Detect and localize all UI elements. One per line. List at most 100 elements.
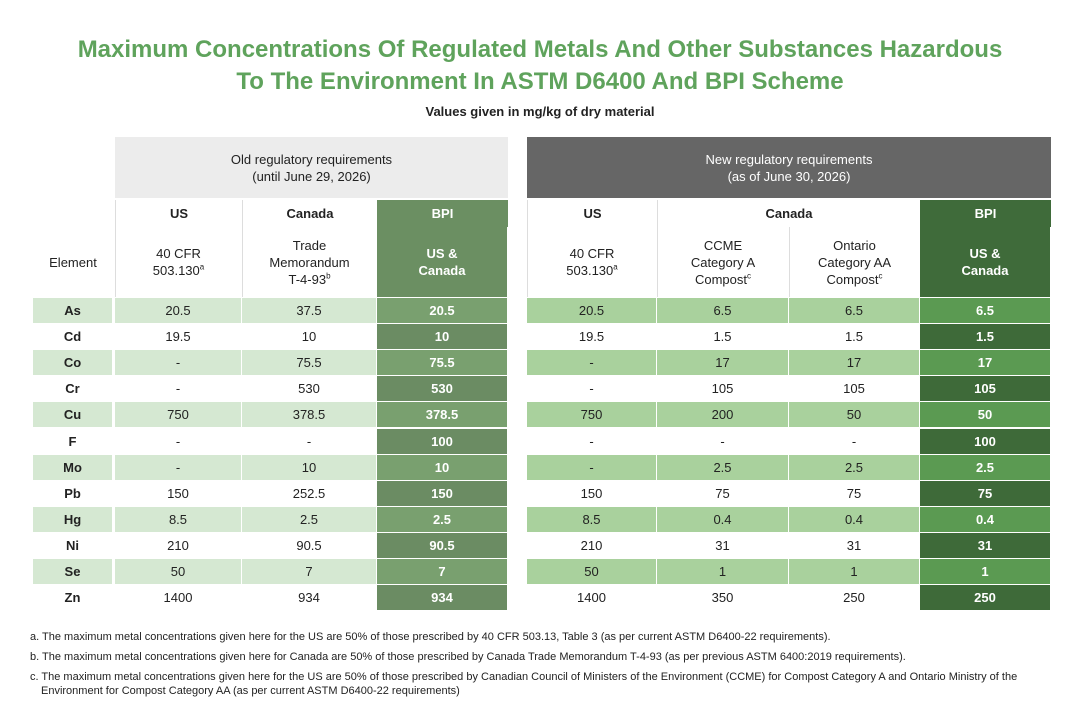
value-cell: 0.4: [789, 506, 919, 532]
value-cell: 2.5: [920, 454, 1050, 480]
value-cell: 31: [657, 532, 788, 558]
value-cell: 150: [115, 480, 241, 506]
value-cell: -: [527, 350, 656, 376]
column-label-line: Trade: [292, 237, 327, 253]
subheader: Canada: [657, 200, 920, 227]
column-label-line: T-4-93b: [288, 271, 331, 287]
value-cell: 378.5: [242, 402, 376, 428]
value-cell: 105: [920, 376, 1050, 402]
element-name: Hg: [33, 506, 112, 532]
value-cell: 90.5: [377, 532, 507, 558]
subheader: BPI: [377, 200, 508, 227]
footnote-ref: a: [199, 262, 205, 272]
value-cell: 6.5: [789, 298, 919, 323]
group-header-line: New regulatory requirements: [705, 151, 873, 167]
value-cell: 19.5: [115, 324, 241, 350]
footnote-marker: c.: [30, 671, 39, 683]
value-cell: 210: [115, 532, 241, 558]
value-cell: 530: [377, 376, 507, 402]
subheader: US: [527, 200, 657, 227]
value-cell: 1: [657, 559, 788, 584]
value-cell: 105: [789, 376, 919, 402]
value-cell: -: [115, 454, 241, 480]
group-header-line: Old regulatory requirements: [230, 151, 393, 167]
value-cell: 1.5: [789, 324, 919, 350]
value-cell: 75: [789, 480, 919, 506]
value-cell: 350: [657, 585, 788, 611]
value-cell: 17: [657, 350, 788, 376]
value-cell: 10: [377, 324, 507, 350]
value-cell: 1: [789, 559, 919, 584]
column-label-line: Category A: [690, 254, 756, 270]
value-cell: 37.5: [242, 298, 376, 323]
column-label-line: Ontario: [833, 237, 876, 253]
value-cell: -: [527, 376, 656, 402]
value-cell: 200: [657, 402, 788, 428]
column-label-line: US &: [426, 246, 458, 261]
element-name: Co: [33, 350, 112, 376]
value-cell: 750: [115, 402, 241, 428]
value-cell: 75.5: [242, 350, 376, 376]
element-name: Cr: [33, 376, 112, 402]
group-header: Old regulatory requirements (until June 2…: [115, 137, 508, 198]
footnote-ref: c: [878, 271, 883, 281]
column-label-line: Compostc: [826, 271, 883, 287]
value-cell: 150: [527, 480, 656, 506]
column-label-line: Canada: [418, 263, 466, 278]
element-name: Mo: [33, 454, 112, 480]
value-cell: 250: [789, 585, 919, 611]
value-cell: 0.4: [920, 506, 1050, 532]
value-cell: 0.4: [657, 506, 788, 532]
footnote-ref: c: [747, 271, 752, 281]
value-cell: 934: [377, 585, 507, 611]
value-cell: 10: [242, 324, 376, 350]
value-cell: 20.5: [115, 298, 241, 323]
group-header: New regulatory requirements (as of June 3…: [527, 137, 1051, 198]
title-line: Maximum Concentrations Of Regulated Meta…: [77, 36, 1003, 63]
value-cell: 90.5: [242, 532, 376, 558]
value-cell: 100: [920, 428, 1050, 454]
value-cell: -: [657, 428, 788, 454]
element-name: Cu: [33, 402, 112, 428]
value-cell: 6.5: [657, 298, 788, 323]
column-label: Trade Memorandum T-4-93b: [242, 227, 376, 297]
column-label-line: 503.130a: [152, 262, 205, 278]
footnote: a. The maximum metal concentrations give…: [30, 630, 1060, 644]
value-cell: 8.5: [115, 506, 241, 532]
group-header-line: (until June 29, 2026): [252, 168, 371, 184]
value-cell: 1.5: [657, 324, 788, 350]
value-cell: 2.5: [377, 506, 507, 532]
value-cell: 50: [920, 402, 1050, 428]
value-cell: 1400: [115, 585, 241, 611]
value-cell: -: [242, 428, 376, 454]
column-label: 40 CFR 503.130a: [527, 227, 656, 297]
column-label-line: 40 CFR: [156, 246, 201, 261]
value-cell: 7: [242, 559, 376, 584]
value-cell: 17: [920, 350, 1050, 376]
value-cell: 31: [789, 532, 919, 558]
element-name: As: [33, 298, 112, 323]
subheader: BPI: [920, 200, 1051, 227]
title-line: To The Environment In ASTM D6400 And BPI…: [236, 68, 844, 95]
value-cell: 2.5: [242, 506, 376, 532]
value-cell: 2.5: [657, 454, 788, 480]
value-cell: 50: [789, 402, 919, 428]
group-header-line: (as of June 30, 2026): [727, 168, 851, 184]
value-cell: 75: [657, 480, 788, 506]
value-cell: 75: [920, 480, 1050, 506]
footnote: c. The maximum metal concentrations give…: [30, 670, 1060, 698]
footnote-marker: a.: [30, 631, 40, 643]
value-cell: 50: [115, 559, 241, 584]
value-cell: 6.5: [920, 298, 1050, 323]
value-cell: 75.5: [377, 350, 507, 376]
value-cell: -: [115, 376, 241, 402]
value-cell: -: [527, 428, 656, 454]
column-label-line: Category AA: [818, 254, 891, 270]
value-cell: 50: [527, 559, 656, 584]
value-cell: 250: [920, 585, 1050, 611]
subheader: Canada: [242, 200, 377, 227]
column-label-line: Compostc: [694, 271, 752, 287]
value-cell: -: [115, 428, 241, 454]
value-cell: 1400: [527, 585, 656, 611]
value-cell: 210: [527, 532, 656, 558]
